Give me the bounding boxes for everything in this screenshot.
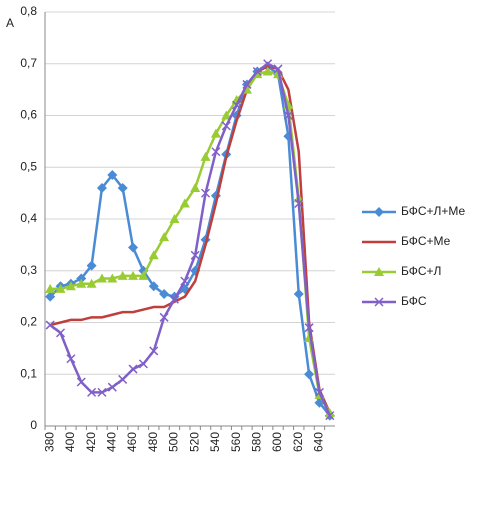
marker — [324, 408, 335, 418]
marker — [128, 242, 139, 253]
marker — [76, 273, 87, 284]
marker — [159, 312, 169, 322]
x-tick-label: 440 — [104, 432, 118, 452]
legend-label: БФС+Ме — [401, 234, 451, 248]
marker — [211, 147, 221, 157]
y-tick-label: 0,3 — [20, 263, 37, 277]
marker — [252, 66, 262, 77]
marker — [325, 411, 335, 421]
marker — [118, 374, 128, 384]
x-tick-label: 400 — [63, 432, 77, 452]
marker — [169, 294, 179, 304]
series-line — [50, 70, 331, 414]
marker — [128, 364, 138, 374]
y-tick-label: 0,4 — [20, 211, 37, 225]
marker — [304, 369, 315, 380]
marker — [242, 79, 252, 89]
legend-label: БФС+Л+Ме — [401, 204, 466, 218]
x-tick-label: 640 — [312, 432, 326, 452]
marker — [169, 214, 180, 223]
marker — [86, 260, 97, 271]
marker — [149, 346, 159, 356]
marker — [293, 289, 304, 300]
marker — [107, 170, 118, 181]
x-tick-label: 540 — [208, 432, 222, 452]
marker — [221, 121, 231, 131]
y-tick-label: 0,2 — [20, 315, 37, 329]
marker — [138, 270, 149, 280]
marker — [374, 297, 384, 307]
marker — [107, 273, 118, 283]
x-tick-label: 380 — [42, 432, 56, 452]
marker — [56, 328, 66, 338]
y-tick-label: 0,5 — [20, 159, 37, 173]
marker — [200, 151, 211, 161]
marker — [148, 250, 159, 260]
marker — [128, 270, 139, 280]
y-tick-label: 0,1 — [20, 366, 37, 380]
marker — [232, 100, 242, 110]
legend-label: БФС+Л — [401, 264, 441, 278]
marker — [180, 276, 190, 286]
marker — [117, 270, 128, 280]
x-tick-label: 560 — [229, 432, 243, 452]
marker — [148, 281, 159, 292]
marker — [96, 273, 107, 283]
marker — [45, 291, 56, 302]
marker — [86, 278, 97, 288]
x-tick-label: 520 — [187, 432, 201, 452]
marker — [97, 387, 107, 397]
marker — [179, 198, 190, 208]
marker — [262, 66, 273, 76]
marker — [159, 232, 170, 242]
marker — [76, 377, 86, 387]
marker — [304, 323, 314, 333]
marker — [159, 289, 170, 300]
marker — [294, 198, 304, 209]
series-line — [49, 65, 331, 414]
x-tick-label: 500 — [167, 432, 181, 452]
marker — [201, 188, 211, 198]
marker — [283, 110, 293, 121]
marker — [374, 267, 384, 276]
marker — [221, 110, 232, 120]
marker — [96, 182, 107, 193]
marker — [117, 182, 128, 193]
marker — [45, 320, 55, 330]
x-tick-label: 620 — [291, 432, 305, 452]
marker — [107, 382, 117, 392]
marker — [190, 182, 201, 192]
marker — [210, 128, 221, 138]
x-tick-label: 480 — [146, 432, 160, 452]
x-tick-label: 420 — [84, 432, 98, 452]
x-tick-label: 600 — [270, 432, 284, 452]
marker — [190, 250, 200, 260]
marker — [76, 278, 87, 288]
series-line — [49, 62, 331, 417]
x-tick-label: 460 — [125, 432, 139, 452]
marker — [273, 64, 283, 74]
marker — [87, 387, 97, 397]
marker — [66, 354, 76, 364]
y-tick-label: 0,6 — [20, 108, 37, 122]
y-axis-label: A — [6, 16, 14, 30]
y-tick-label: 0,8 — [20, 4, 37, 18]
y-tick-label: 0 — [30, 418, 37, 432]
x-tick-label: 580 — [249, 432, 263, 452]
series-line — [49, 64, 331, 417]
marker — [263, 59, 273, 69]
marker — [65, 281, 76, 291]
marker — [138, 359, 148, 369]
marker — [374, 207, 384, 217]
marker — [314, 387, 324, 397]
marker — [45, 283, 56, 293]
legend-label: БФС — [401, 294, 427, 308]
y-tick-label: 0,7 — [20, 56, 37, 70]
marker — [55, 283, 66, 293]
